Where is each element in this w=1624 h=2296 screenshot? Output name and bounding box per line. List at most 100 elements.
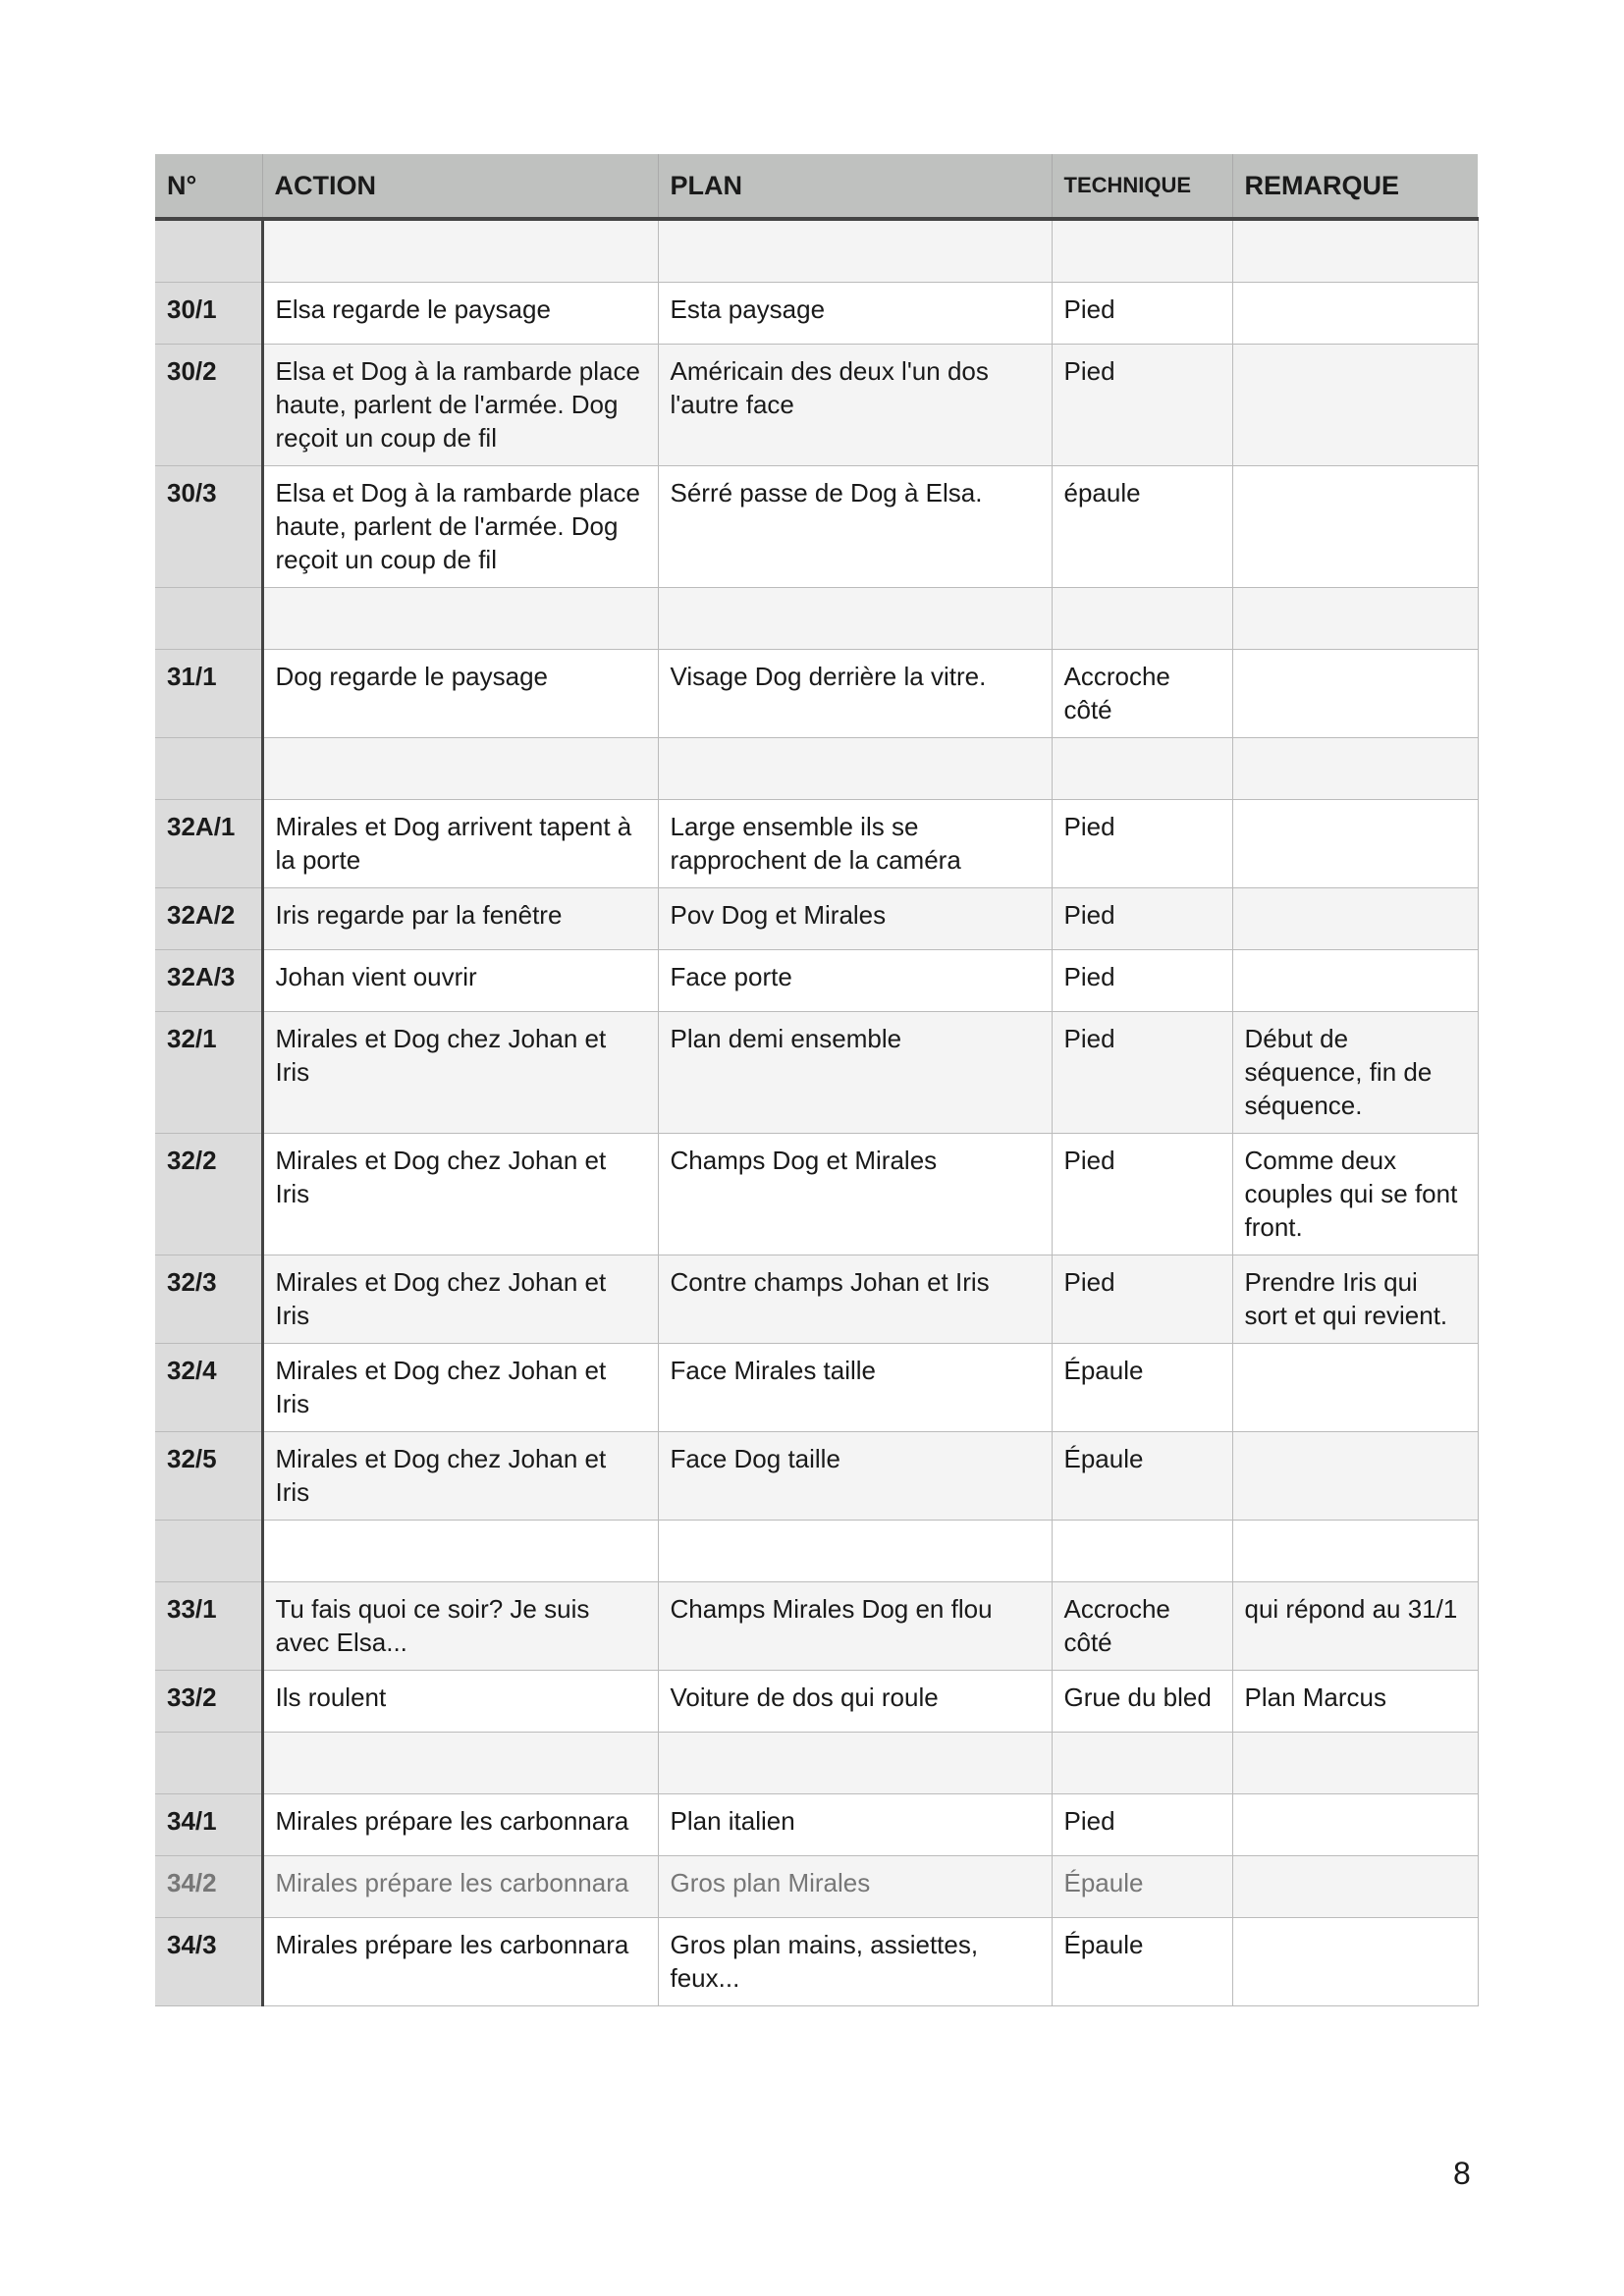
cell-remarque (1231, 344, 1479, 466)
cell-technique: Grue du bled (1051, 1670, 1232, 1733)
cell-number: 32/2 (155, 1133, 264, 1255)
cell-remarque (1231, 282, 1479, 345)
cell-plan: Gros plan Mirales (657, 1855, 1052, 1918)
cell-remarque (1231, 1343, 1479, 1432)
cell-action: Johan vient ouvrir (261, 949, 658, 1012)
cell-action (261, 587, 658, 650)
table-row: 30/1 Elsa regarde le paysage Esta paysage P… (155, 282, 1479, 345)
cell-number (155, 219, 264, 283)
cell-action: Mirales et Dog chez Johan et Iris (261, 1255, 658, 1344)
cell-plan (657, 1520, 1052, 1582)
cell-action: Dog regarde le paysage (261, 649, 658, 738)
cell-action (261, 219, 658, 283)
shot-list-table: N° ACTION PLAN TECHNIQUE REMARQUE 30/1 El… (155, 154, 1479, 2006)
cell-plan: Plan italien (657, 1793, 1052, 1856)
cell-remarque: Prendre Iris qui sort et qui revient. (1231, 1255, 1479, 1344)
cell-number (155, 737, 264, 800)
cell-remarque (1231, 1520, 1479, 1582)
cell-remarque: Comme deux couples qui se font front. (1231, 1133, 1479, 1255)
separator-row (155, 737, 1479, 800)
separator-row (155, 219, 1479, 283)
table-row: 32/5 Mirales et Dog chez Johan et Iris Fac… (155, 1431, 1479, 1521)
page-number: 8 (1453, 2156, 1471, 2191)
cell-technique: Épaule (1051, 1917, 1232, 2006)
cell-technique: Pied (1051, 887, 1232, 950)
table-row: 33/2 Ils roulent Voiture de dos qui roule G… (155, 1670, 1479, 1733)
cell-number: 30/1 (155, 282, 264, 345)
table-row: 32A/1 Mirales et Dog arrivent tapent à la… (155, 799, 1479, 888)
cell-plan: Voiture de dos qui roule (657, 1670, 1052, 1733)
cell-number: 34/2 (155, 1855, 264, 1918)
cell-number: 32/3 (155, 1255, 264, 1344)
cell-remarque (1231, 887, 1479, 950)
cell-remarque (1231, 1793, 1479, 1856)
cell-plan: Pov Dog et Mirales (657, 887, 1052, 950)
cell-technique (1051, 1520, 1232, 1582)
cell-technique: Pied (1051, 1793, 1232, 1856)
cell-plan: Américain des deux l'un dos l'autre face (657, 344, 1052, 466)
cell-technique: Pied (1051, 282, 1232, 345)
cell-action: Mirales et Dog arrivent tapent à la port… (261, 799, 658, 888)
cell-action (261, 1520, 658, 1582)
cell-number (155, 1520, 264, 1582)
table-row: 31/1 Dog regarde le paysage Visage Dog der… (155, 649, 1479, 738)
cell-action: Ils roulent (261, 1670, 658, 1733)
cell-number: 34/3 (155, 1917, 264, 2006)
table-row: 32/1 Mirales et Dog chez Johan et Iris Pla… (155, 1011, 1479, 1134)
cell-number: 30/3 (155, 465, 264, 588)
cell-action: Tu fais quoi ce soir? Je suis avec Elsa.… (261, 1581, 658, 1671)
cell-number: 33/1 (155, 1581, 264, 1671)
cell-technique: Pied (1051, 1133, 1232, 1255)
cell-action: Mirales prépare les carbonnara (261, 1917, 658, 2006)
cell-number: 31/1 (155, 649, 264, 738)
cell-plan: Contre champs Johan et Iris (657, 1255, 1052, 1344)
cell-remarque (1231, 949, 1479, 1012)
cell-action: Elsa et Dog à la rambarde place haute, p… (261, 344, 658, 466)
cell-number: 32/1 (155, 1011, 264, 1134)
cell-technique: Accroche côté (1051, 649, 1232, 738)
cell-technique: Accroche côté (1051, 1581, 1232, 1671)
cell-number: 32A/3 (155, 949, 264, 1012)
cell-remarque (1231, 1917, 1479, 2006)
cell-plan (657, 587, 1052, 650)
cell-number: 32/4 (155, 1343, 264, 1432)
cell-technique (1051, 587, 1232, 650)
cell-technique: Épaule (1051, 1343, 1232, 1432)
cell-remarque (1231, 799, 1479, 888)
cell-plan: Gros plan mains, assiettes, feux... (657, 1917, 1052, 2006)
cell-action: Iris regarde par la fenêtre (261, 887, 658, 950)
cell-remarque: Début de séquence, fin de séquence. (1231, 1011, 1479, 1134)
header-action: ACTION (261, 154, 658, 221)
cell-technique: épaule (1051, 465, 1232, 588)
cell-number: 32A/1 (155, 799, 264, 888)
cell-number: 32/5 (155, 1431, 264, 1521)
cell-action (261, 1732, 658, 1794)
table-row: 32/3 Mirales et Dog chez Johan et Iris Con… (155, 1255, 1479, 1344)
cell-number: 34/1 (155, 1793, 264, 1856)
cell-number: 30/2 (155, 344, 264, 466)
cell-action (261, 737, 658, 800)
cell-number: 32A/2 (155, 887, 264, 950)
table-row: 32/4 Mirales et Dog chez Johan et Iris Fac… (155, 1343, 1479, 1432)
cell-action: Mirales et Dog chez Johan et Iris (261, 1011, 658, 1134)
header-remarque: REMARQUE (1231, 154, 1478, 221)
cell-remarque (1231, 587, 1479, 650)
cell-remarque: Plan Marcus (1231, 1670, 1479, 1733)
cell-plan: Sérré passe de Dog à Elsa. (657, 465, 1052, 588)
cell-plan: Champs Mirales Dog en flou (657, 1581, 1052, 1671)
cell-number (155, 587, 264, 650)
cell-action: Mirales et Dog chez Johan et Iris (261, 1343, 658, 1432)
cell-action: Elsa regarde le paysage (261, 282, 658, 345)
table-row: 32A/2 Iris regarde par la fenêtre Pov Dog … (155, 887, 1479, 950)
header-plan: PLAN (657, 154, 1052, 221)
cell-plan: Face Dog taille (657, 1431, 1052, 1521)
cell-plan: Champs Dog et Mirales (657, 1133, 1052, 1255)
header-row: N° ACTION PLAN TECHNIQUE REMARQUE (155, 154, 1478, 221)
cell-plan: Esta paysage (657, 282, 1052, 345)
cell-technique: Pied (1051, 1255, 1232, 1344)
cell-technique: Pied (1051, 1011, 1232, 1134)
table-row: 34/2 Mirales prépare les carbonnara Gros p… (155, 1855, 1479, 1918)
cell-technique (1051, 1732, 1232, 1794)
cell-remarque (1231, 1855, 1479, 1918)
cell-technique (1051, 219, 1232, 283)
